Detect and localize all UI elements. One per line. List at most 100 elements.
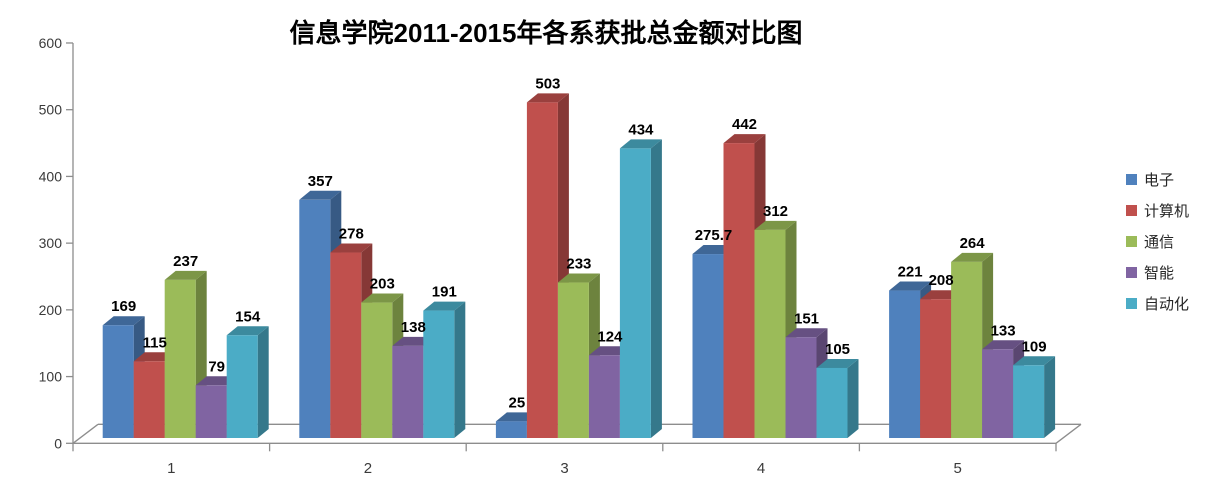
bar-智能-cat2 — [392, 345, 424, 438]
y-axis-tick-label: 400 — [39, 168, 63, 184]
bar-side-自动化-cat2 — [454, 301, 466, 438]
legend-item-4: 自动化 — [1126, 288, 1189, 319]
bar-通信-cat1 — [164, 279, 196, 438]
bar-side-自动化-cat3 — [650, 139, 662, 439]
legend: 电子计算机通信智能自动化 — [1126, 164, 1189, 319]
legend-label: 自动化 — [1144, 296, 1190, 313]
bar-top-通信-cat1 — [164, 270, 207, 280]
bar-自动化-cat1 — [226, 335, 258, 438]
bar-自动化-cat2 — [423, 310, 455, 438]
y-axis-tick-label: 0 — [54, 435, 62, 451]
legend-item-3: 智能 — [1126, 257, 1189, 288]
bar-top-自动化-cat4 — [816, 358, 859, 368]
x-axis-category-label: 5 — [954, 460, 962, 477]
bar-电子-cat2 — [299, 199, 331, 438]
data-label: 221 — [898, 264, 923, 281]
data-label: 275.7 — [695, 227, 733, 244]
legend-label: 智能 — [1144, 265, 1175, 282]
data-label: 312 — [763, 203, 788, 220]
bar-自动化-cat5 — [1013, 365, 1045, 438]
bar-top-电子-cat1 — [102, 316, 145, 326]
legend-item-0: 电子 — [1126, 164, 1189, 195]
bar-智能-cat4 — [785, 337, 817, 438]
data-label: 434 — [628, 121, 654, 138]
bar-top-通信-cat5 — [951, 252, 994, 262]
legend-label: 电子 — [1144, 172, 1175, 189]
x-axis-category-label: 4 — [757, 460, 765, 477]
bar-top-自动化-cat5 — [1013, 356, 1056, 366]
bar-通信-cat4 — [754, 229, 786, 438]
bar-通信-cat3 — [557, 282, 589, 438]
bar-top-自动化-cat3 — [619, 139, 662, 149]
x-axis-category-label: 2 — [364, 460, 372, 477]
bar-top-智能-cat4 — [785, 328, 828, 338]
data-label: 79 — [208, 358, 225, 375]
data-label: 115 — [143, 334, 167, 351]
bar-top-计算机-cat2 — [330, 243, 373, 253]
data-label: 503 — [535, 75, 560, 92]
bar-通信-cat5 — [951, 261, 983, 438]
legend-swatch-icon — [1126, 298, 1137, 309]
bar-自动化-cat4 — [816, 367, 848, 438]
bar-top-电子-cat2 — [299, 190, 342, 200]
bar-计算机-cat1 — [133, 361, 165, 438]
data-label: 109 — [1022, 338, 1047, 355]
bar-计算机-cat4 — [723, 143, 755, 438]
data-label: 151 — [794, 310, 819, 327]
data-label: 264 — [960, 235, 986, 252]
bar-电子-cat3 — [495, 421, 527, 438]
legend-swatch-icon — [1126, 267, 1137, 278]
bar-智能-cat1 — [195, 385, 227, 438]
y-axis-tick-label: 100 — [39, 369, 63, 385]
bar-top-智能-cat5 — [982, 340, 1025, 350]
data-label: 233 — [566, 256, 591, 273]
data-label: 154 — [235, 308, 261, 325]
legend-label: 通信 — [1144, 234, 1175, 251]
data-label: 105 — [825, 341, 850, 358]
y-axis-tick-label: 300 — [39, 235, 63, 251]
bar-自动化-cat3 — [619, 148, 651, 439]
legend-item-1: 计算机 — [1126, 195, 1189, 226]
bar-top-计算机-cat3 — [526, 93, 569, 103]
data-label: 357 — [308, 173, 333, 190]
bar-side-自动化-cat4 — [847, 358, 859, 438]
bar-top-自动化-cat1 — [226, 326, 269, 336]
legend-item-2: 通信 — [1126, 226, 1189, 257]
bar-电子-cat5 — [889, 290, 921, 438]
floor-right-edge — [1055, 423, 1082, 444]
bar-智能-cat3 — [588, 355, 620, 438]
data-label: 133 — [991, 322, 1016, 339]
y-axis-tick-label: 200 — [39, 302, 63, 318]
legend-swatch-icon — [1126, 174, 1137, 185]
chart-title: 信息学院2011-2015年各系获批总金额对比图 — [289, 18, 803, 48]
data-label: 191 — [432, 284, 457, 301]
bar-通信-cat2 — [361, 302, 393, 438]
data-label: 25 — [509, 394, 526, 411]
bar-side-自动化-cat5 — [1044, 356, 1056, 438]
y-axis-tick-label: 600 — [39, 35, 63, 51]
data-label: 169 — [111, 298, 136, 315]
legend-swatch-icon — [1126, 205, 1137, 216]
data-label: 278 — [339, 226, 364, 243]
bar-智能-cat5 — [982, 349, 1014, 438]
data-label: 124 — [597, 328, 623, 345]
legend-label: 计算机 — [1144, 203, 1190, 220]
bar-side-自动化-cat1 — [257, 326, 269, 438]
data-label: 203 — [370, 276, 395, 293]
bar-top-通信-cat3 — [557, 273, 600, 283]
data-label: 237 — [173, 253, 198, 270]
data-label: 208 — [929, 272, 954, 289]
bar-计算机-cat2 — [330, 252, 362, 438]
legend-swatch-icon — [1126, 236, 1137, 247]
x-axis-category-label: 3 — [560, 460, 568, 477]
bar-top-计算机-cat4 — [723, 134, 766, 144]
bar-top-通信-cat2 — [361, 293, 404, 303]
x-axis-category-label: 1 — [167, 460, 175, 477]
bar-top-电子-cat5 — [889, 281, 932, 291]
bar-电子-cat4 — [692, 254, 724, 438]
bar-top-自动化-cat2 — [423, 301, 466, 311]
floor-left-edge — [72, 423, 99, 444]
data-label: 442 — [732, 116, 757, 133]
